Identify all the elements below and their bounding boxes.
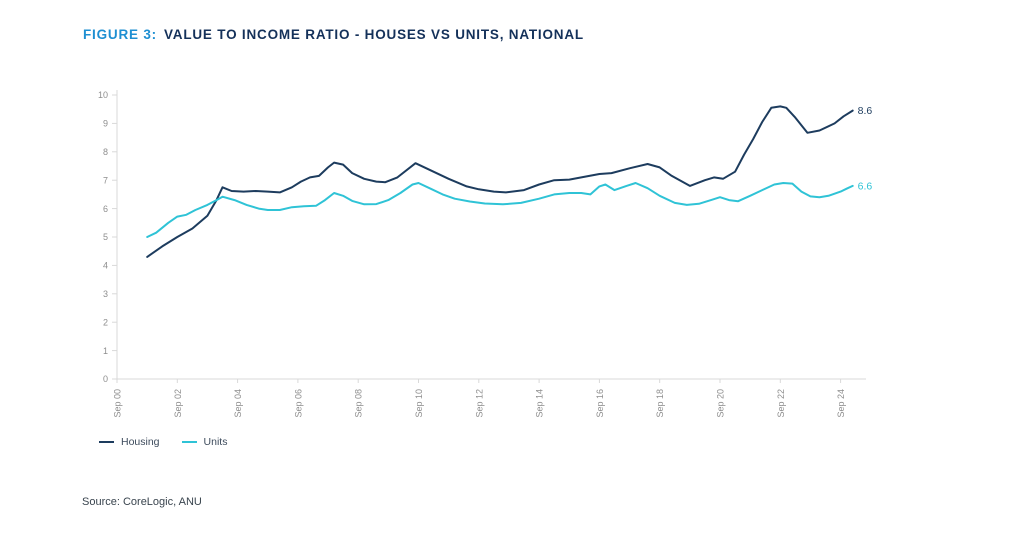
- housing-line-swatch: [99, 441, 114, 443]
- legend-item-units: Units: [181, 436, 228, 448]
- x-tick-label: Sep 16: [595, 389, 605, 418]
- x-tick-label: Sep 08: [354, 389, 364, 418]
- y-tick-label: 2: [103, 317, 108, 327]
- units-line-swatch: [181, 441, 197, 443]
- y-tick-label: 8: [103, 147, 108, 157]
- units-line: [146, 182, 854, 238]
- y-tick-label: 5: [103, 232, 108, 242]
- y-tick-label: 6: [103, 204, 108, 214]
- y-tick-label: 7: [103, 175, 108, 185]
- figure-number-label: FIGURE 3:: [83, 27, 157, 42]
- x-tick-label: Sep 02: [173, 389, 183, 418]
- housing-end-label: 8.6: [858, 105, 873, 117]
- x-tick-label: Sep 24: [836, 389, 846, 418]
- x-tick-label: Sep 18: [655, 389, 665, 418]
- y-tick-label: 0: [103, 374, 108, 384]
- legend-item-housing: Housing: [99, 436, 160, 448]
- y-tick-label: 1: [103, 346, 108, 356]
- chart-legend: Housing Units: [99, 436, 227, 448]
- y-tick-label: 4: [103, 261, 108, 271]
- figure-title: FIGURE 3: VALUE TO INCOME RATIO - HOUSES …: [83, 27, 584, 42]
- y-tick-label: 3: [103, 289, 108, 299]
- y-tick-label: 10: [98, 90, 108, 100]
- x-tick-label: Sep 10: [414, 389, 424, 418]
- x-tick-label: Sep 04: [233, 389, 243, 418]
- x-tick-label: Sep 22: [776, 389, 786, 418]
- x-tick-label: Sep 06: [293, 389, 303, 418]
- x-tick-label: Sep 12: [474, 389, 484, 418]
- units-end-label: 6.6: [858, 180, 873, 192]
- x-tick-label: Sep 14: [535, 389, 545, 418]
- legend-label-units: Units: [203, 436, 228, 448]
- source-note: Source: CoreLogic, ANU: [82, 496, 202, 508]
- y-tick-label: 9: [103, 119, 108, 129]
- x-tick-label: Sep 00: [113, 389, 123, 418]
- housing-line: [146, 105, 854, 258]
- x-tick-label: Sep 20: [716, 389, 726, 418]
- page-title: VALUE TO INCOME RATIO - HOUSES VS UNITS,…: [163, 27, 584, 42]
- legend-label-housing: Housing: [121, 436, 160, 448]
